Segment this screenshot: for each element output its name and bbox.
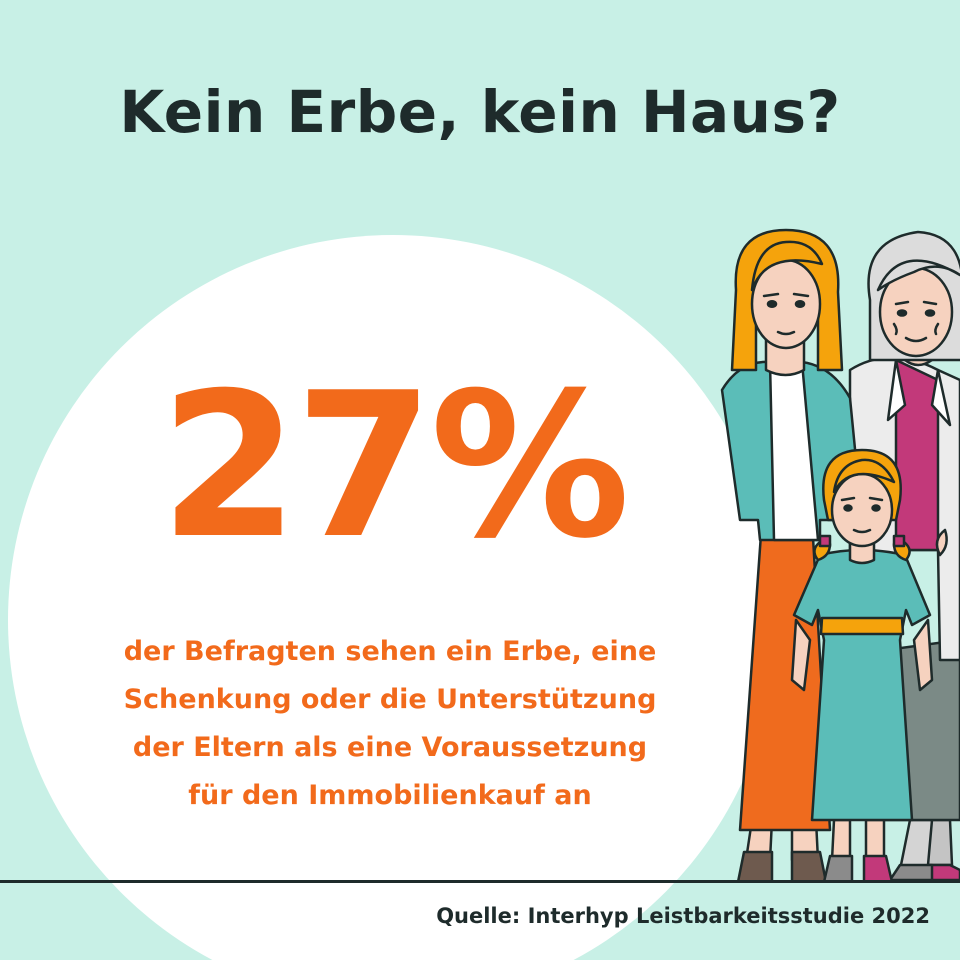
headline: Kein Erbe, kein Haus? xyxy=(119,78,841,146)
family-illustration xyxy=(720,228,960,882)
stat-line: für den Immobilienkauf an xyxy=(188,780,592,811)
stat-line: Schenkung oder die Unterstützung xyxy=(123,684,657,715)
girl-figure xyxy=(790,448,934,882)
stat-line: der Eltern als eine Voraussetzung xyxy=(132,732,648,763)
stat-value: 27% xyxy=(159,350,631,583)
ground-line xyxy=(0,880,960,883)
white-circle xyxy=(8,235,778,960)
source-note: Quelle: Interhyp Leistbarkeitsstudie 202… xyxy=(436,904,930,928)
stat-description: der Befragten sehen ein Erbe, eine Schen… xyxy=(80,628,700,820)
stat-line: der Befragten sehen ein Erbe, eine xyxy=(123,636,657,667)
